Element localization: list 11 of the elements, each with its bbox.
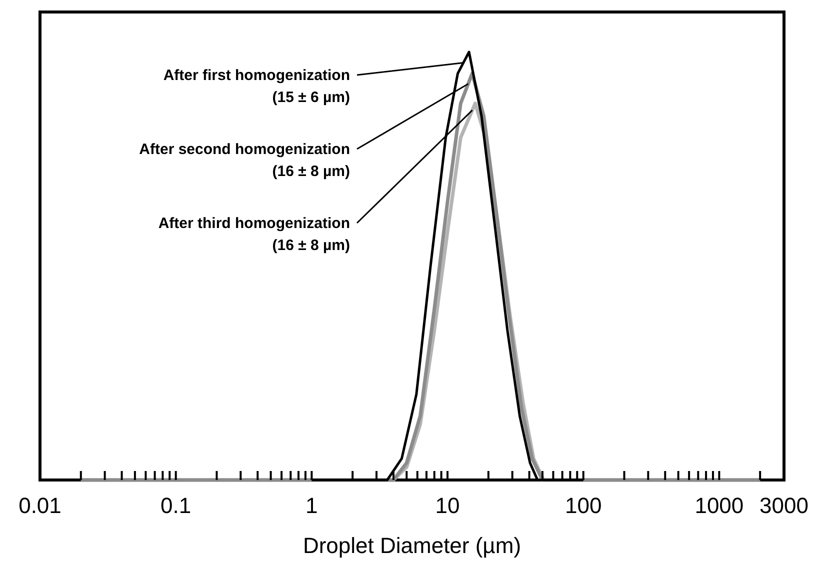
- x-tick-label: 0.1: [160, 493, 192, 518]
- annotation: After third homogenization (16 ± 8 µm): [158, 215, 350, 254]
- annotation: After second homogenization (16 ± 8 µm): [139, 141, 350, 180]
- x-tick-label: 100: [564, 493, 602, 518]
- x-axis-title: Droplet Diameter (µm): [302, 533, 522, 558]
- x-tick-label: 1: [306, 493, 318, 518]
- x-tick-label: 0.01: [18, 493, 62, 518]
- x-tick-label: 3000: [760, 493, 808, 518]
- annotation: After first homogenization (15 ± 6 µm): [163, 67, 350, 106]
- x-tick-label: 1000: [694, 493, 744, 518]
- x-tick-label: 10: [435, 493, 460, 518]
